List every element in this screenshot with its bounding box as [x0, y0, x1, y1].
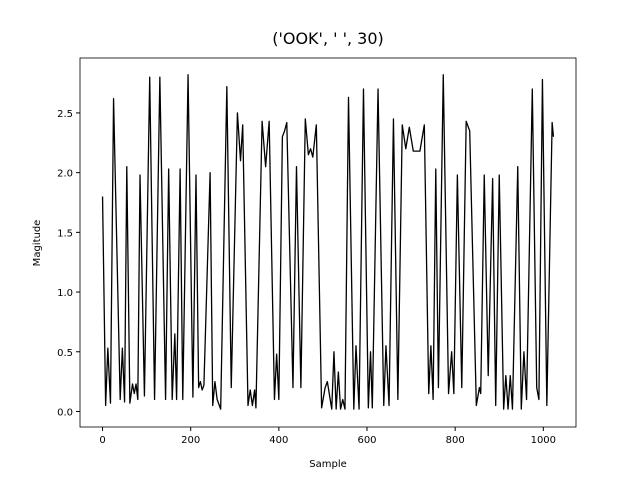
plot-frame — [79, 57, 577, 428]
y-tick-label: 1.5 — [57, 228, 73, 239]
x-tick-label: 600 — [357, 435, 376, 446]
y-tick-label: 2.5 — [57, 109, 73, 120]
data-line — [101, 74, 555, 410]
y-tick-label: 2.0 — [57, 169, 73, 180]
x-tick-label: 1000 — [531, 435, 556, 446]
x-tick-label: 0 — [99, 435, 105, 446]
chart-title: ('OOK', ' ', 30) — [272, 29, 384, 48]
x-tick-label: 800 — [446, 435, 465, 446]
y-axis-label: Magitude — [32, 220, 43, 267]
y-tick-label: 1.0 — [57, 288, 73, 299]
y-tick-label: 0.0 — [57, 407, 73, 418]
y-tick-label: 0.5 — [57, 348, 73, 359]
x-tick-label: 200 — [181, 435, 200, 446]
x-tick-label: 400 — [269, 435, 288, 446]
x-axis-label: Sample — [309, 459, 347, 470]
